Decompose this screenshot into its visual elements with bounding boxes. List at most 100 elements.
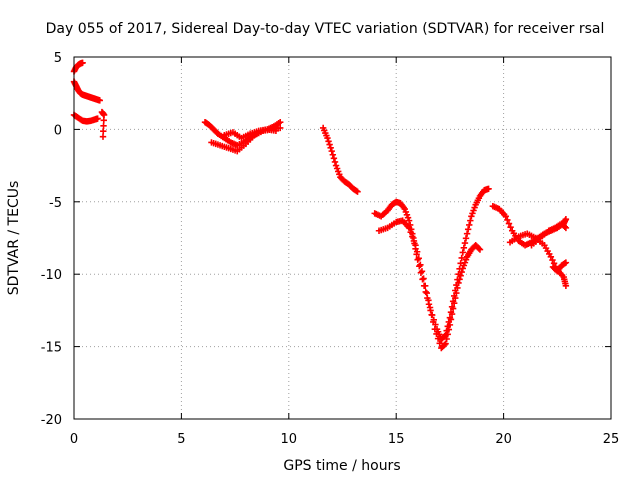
- data-point: [100, 128, 107, 135]
- y-tick-label: -20: [41, 413, 62, 428]
- x-tick-label: 0: [70, 432, 78, 447]
- data-point: [277, 118, 284, 126]
- series-arc-e4: [549, 259, 570, 275]
- data-point: [562, 282, 570, 289]
- data-point: [94, 115, 101, 122]
- data-point: [433, 330, 440, 338]
- data-point: [421, 282, 429, 289]
- data-point: [434, 335, 442, 342]
- data-point: [420, 275, 427, 282]
- x-tick-label: 25: [603, 432, 620, 447]
- data-point: [507, 223, 514, 231]
- data-point: [425, 297, 432, 304]
- data-point: [456, 276, 463, 283]
- data-point: [443, 335, 450, 343]
- series-arc-a4: [98, 108, 108, 140]
- data-point: [423, 289, 431, 297]
- series-arc-b3: [221, 126, 280, 142]
- data-point: [459, 249, 466, 256]
- data-point: [467, 217, 474, 224]
- data-point: [562, 259, 570, 266]
- series-arc-a3: [70, 111, 101, 125]
- data-point: [448, 310, 456, 318]
- data-points: [70, 59, 570, 352]
- y-tick-label: 0: [54, 123, 62, 138]
- data-point: [413, 248, 421, 255]
- data-point: [458, 268, 465, 276]
- tick-marks: [73, 56, 612, 420]
- series-arc-c1: [319, 124, 361, 195]
- data-point: [460, 244, 468, 251]
- series-arc-d1: [371, 185, 492, 343]
- data-point: [330, 155, 338, 162]
- y-tick-label: 5: [54, 51, 62, 66]
- data-point: [417, 261, 424, 268]
- data-point: [452, 294, 459, 302]
- data-point: [504, 216, 511, 224]
- data-point: [485, 185, 492, 192]
- data-point: [325, 138, 332, 145]
- x-axis-title: GPS time / hours: [283, 458, 400, 474]
- data-point: [476, 246, 484, 253]
- data-point: [428, 311, 435, 318]
- data-point: [409, 233, 416, 240]
- data-point: [444, 331, 451, 338]
- series-arc-a1: [70, 59, 86, 75]
- data-point: [447, 316, 455, 323]
- data-point: [450, 299, 458, 307]
- x-tick-labels: 0 5 10 15 20 25: [70, 432, 619, 447]
- data-point: [412, 242, 419, 249]
- data-point: [505, 220, 513, 227]
- data-point: [441, 341, 448, 348]
- data-point: [326, 141, 333, 148]
- series-arc-e3: [528, 220, 570, 249]
- x-tick-label: 10: [281, 432, 298, 447]
- data-point: [449, 305, 457, 312]
- y-tick-label: -5: [49, 196, 62, 211]
- data-point: [463, 230, 471, 237]
- y-axis-title: SDTVAR / TECUs: [6, 181, 22, 296]
- data-point: [562, 215, 570, 223]
- data-point: [462, 235, 470, 242]
- data-point: [561, 223, 569, 230]
- data-point: [445, 326, 453, 333]
- y-tick-label: -10: [41, 268, 62, 283]
- data-point: [405, 217, 413, 224]
- x-tick-label: 15: [388, 432, 405, 447]
- data-point: [562, 224, 570, 232]
- data-point: [100, 117, 108, 124]
- data-point: [457, 272, 464, 279]
- data-point: [410, 237, 418, 245]
- x-tick-label: 20: [495, 432, 512, 447]
- data-point: [454, 284, 461, 292]
- x-tick-label: 5: [177, 432, 185, 447]
- data-point: [100, 122, 107, 129]
- data-point: [277, 124, 284, 132]
- data-point: [324, 134, 331, 142]
- grid-lines: [74, 57, 611, 419]
- data-point: [442, 340, 449, 347]
- data-point: [100, 111, 108, 119]
- data-point: [466, 221, 473, 229]
- data-point: [549, 256, 556, 264]
- data-point: [331, 158, 339, 166]
- data-point: [418, 268, 426, 275]
- series-arc-d2: [375, 217, 484, 352]
- data-point: [458, 254, 465, 262]
- data-point: [407, 229, 414, 236]
- data-point: [453, 289, 460, 297]
- data-point: [327, 144, 334, 152]
- data-point: [426, 304, 434, 311]
- data-point: [547, 253, 555, 261]
- chart-title: Day 055 of 2017, Sidereal Day-to-day VTE…: [46, 21, 605, 37]
- data-point: [422, 288, 429, 296]
- data-point: [415, 255, 422, 262]
- series-arc-a2: [70, 78, 103, 104]
- data-point: [79, 59, 86, 66]
- data-point: [431, 326, 439, 333]
- data-point: [99, 133, 107, 140]
- data-point: [354, 188, 361, 195]
- data-point: [328, 147, 335, 155]
- data-point: [405, 224, 413, 232]
